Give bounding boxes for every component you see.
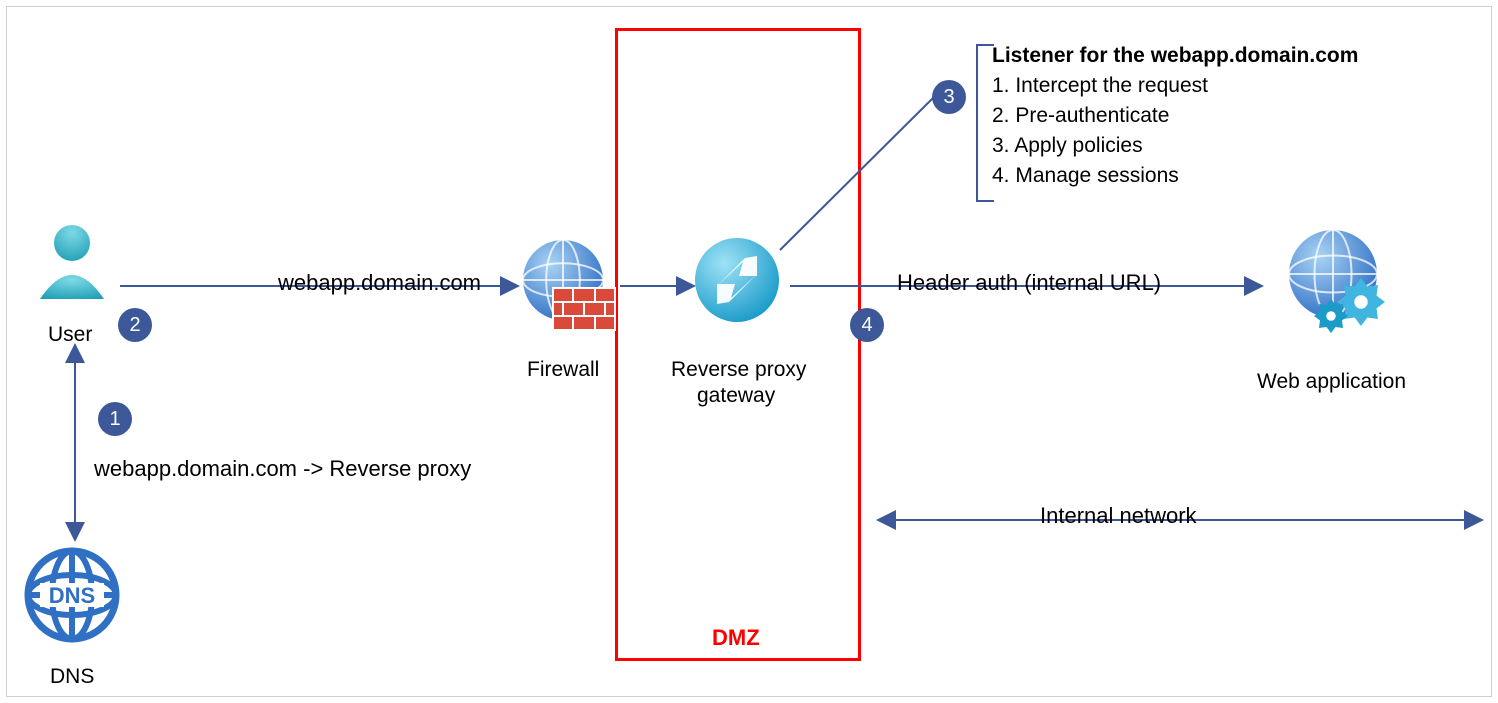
listener-item: 3. Apply policies bbox=[992, 134, 1143, 158]
edge-label-internal-network: Internal network bbox=[1040, 503, 1197, 529]
edge-label-user-firewall: webapp.domain.com bbox=[278, 270, 481, 296]
proxy-label-2: gateway bbox=[697, 384, 775, 408]
dmz-label: DMZ bbox=[712, 625, 760, 651]
edge-label-user-dns: webapp.domain.com -> Reverse proxy bbox=[94, 456, 471, 482]
firewall-label: Firewall bbox=[527, 358, 599, 382]
step-badge-2: 2 bbox=[118, 308, 152, 342]
edge-label-proxy-webapp: Header auth (internal URL) bbox=[897, 270, 1161, 296]
proxy-label-1: Reverse proxy bbox=[671, 358, 806, 382]
user-label: User bbox=[48, 323, 92, 347]
listener-item: 2. Pre-authenticate bbox=[992, 104, 1169, 128]
listener-item: 1. Intercept the request bbox=[992, 74, 1208, 98]
webapp-label: Web application bbox=[1257, 370, 1406, 394]
step-badge-4: 4 bbox=[850, 308, 884, 342]
step-badge-3: 3 bbox=[932, 80, 966, 114]
dns-label: DNS bbox=[50, 665, 94, 689]
dmz-region bbox=[615, 28, 861, 661]
listener-bracket bbox=[976, 44, 978, 202]
step-badge-1: 1 bbox=[98, 402, 132, 436]
listener-title: Listener for the webapp.domain.com bbox=[992, 44, 1358, 68]
listener-item: 4. Manage sessions bbox=[992, 164, 1179, 188]
diagram-canvas: DMZ DNS User DNS Firewall Reverse proxy … bbox=[0, 0, 1498, 703]
